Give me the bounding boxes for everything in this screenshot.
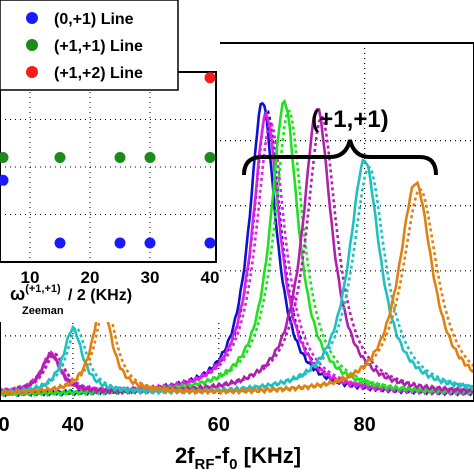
inset-grid (0, 72, 216, 262)
inset-data-point (54, 152, 66, 163)
inset-x-tick-label: 40 (201, 268, 220, 287)
inset-data-point (114, 237, 126, 249)
legend: (0,+1) Line (+1,+1) Line (+1,+2) Line (0, 0, 179, 91)
inset-x-axis-label: ω(+1,+1) Zeeman / 2 (KHz) (10, 283, 132, 317)
xlabel-sub-rf: RF (195, 456, 215, 473)
inset-xlabel-super: (+1,+1) (25, 283, 61, 295)
legend-marker (26, 39, 38, 51)
inset-data-point (204, 237, 216, 249)
main-x-tick-label: 60 (208, 414, 230, 436)
legend-marker (26, 66, 38, 78)
inset-xlabel-sub: Zeeman (22, 305, 64, 317)
xlabel-unit: [KHz] (238, 443, 302, 468)
main-series-layer (0, 98, 474, 398)
inset-data-point (114, 152, 126, 163)
main-x-axis-label: 2fRF-f0 [KHz] (175, 443, 301, 473)
inset-data-point (0, 152, 9, 163)
main-x-tick-labels: 40 60 80 0 (0, 414, 376, 436)
inset-xlabel-rest: / 2 (KHz) (64, 287, 132, 304)
inset-x-tick-label: 20 (81, 268, 100, 287)
series-line (0, 158, 474, 397)
legend-marker (26, 12, 38, 24)
inset-data-point (144, 237, 156, 249)
xlabel-main: 2f (175, 443, 195, 468)
inset-data-point (144, 152, 156, 163)
inset-xlabel-omega: ω (10, 284, 25, 304)
inset-x-tick-labels: 10 20 30 40 (21, 268, 220, 287)
series-fit-line (0, 115, 474, 393)
main-x-tick-label-partial: 0 (0, 414, 10, 436)
series-line (0, 98, 474, 398)
main-plot-frame (0, 42, 474, 402)
main-x-tick-label: 40 (62, 414, 84, 436)
legend-items: (0,+1) Line (+1,+1) Line (+1,+2) Line (26, 11, 143, 82)
inset-data-point (0, 174, 9, 186)
series-fit-line (0, 187, 474, 395)
main-grid (0, 43, 474, 401)
series-line (0, 108, 474, 396)
xlabel-sub-0: 0 (229, 456, 237, 473)
legend-label: (+1,+2) Line (54, 65, 143, 82)
xlabel-minus: -f (215, 443, 230, 468)
annotation-label: (+1,+1) (311, 106, 388, 133)
series-fit-line (0, 109, 474, 395)
inset-x-tick-label: 30 (141, 268, 160, 287)
legend-label: (+1,+1) Line (54, 38, 143, 55)
inset-x-tick-label: 10 (21, 268, 40, 287)
inset-data-point (204, 72, 216, 84)
main-x-tick-label: 80 (353, 414, 375, 436)
inset-data-point (54, 237, 66, 249)
bracket-annotation (242, 139, 438, 176)
inset-data-point (204, 152, 216, 163)
legend-label: (0,+1) Line (54, 11, 134, 28)
inset-chart: 10 20 30 40 ω(+1,+1) Zeeman / 2 (KHz) (0,+1)… (0, 0, 220, 322)
